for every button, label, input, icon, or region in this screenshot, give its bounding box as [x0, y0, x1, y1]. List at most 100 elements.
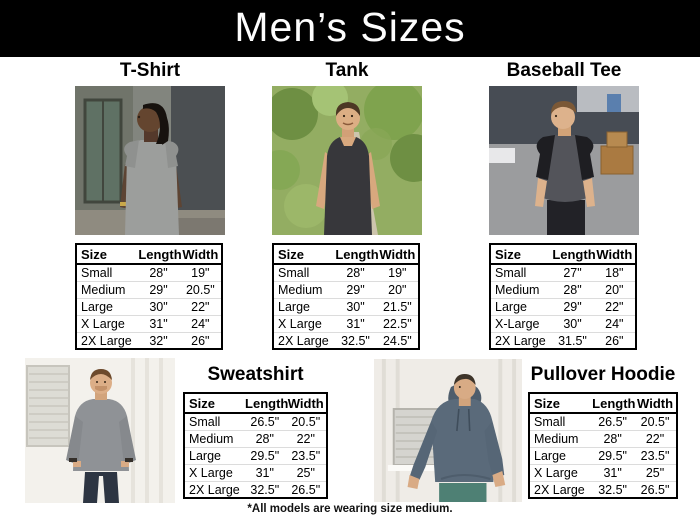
baseball-tee-section: Baseball Tee [489, 59, 639, 350]
size-cell: Medium [529, 429, 592, 447]
tank-size-table: Size Length Width Small 28" 19" Medium 29" 20… [272, 243, 420, 350]
sweatshirt-table-body: Small 26.5" 20.5" Medium 28" 22" Large 29.5" 23.… [184, 413, 327, 498]
size-cell: 29" [334, 280, 377, 298]
size-cell: X Large [529, 463, 592, 481]
size-cell: 24" [593, 314, 636, 332]
size-cell: 31" [137, 314, 180, 332]
size-cell: 2X Large [490, 331, 552, 349]
size-row: X Large 31" 25" [184, 463, 327, 481]
header-bar: Men’s Sizes [0, 0, 700, 57]
size-row: X Large 31" 22.5" [273, 314, 419, 332]
size-cell: 32.5" [334, 331, 377, 349]
col-size: Size [184, 393, 245, 414]
size-row: Large 29.5" 23.5" [184, 446, 327, 464]
size-cell: 26" [179, 331, 222, 349]
size-cell: Large [184, 446, 245, 464]
size-row: 2X Large 32.5" 24.5" [273, 331, 419, 349]
col-size: Size [529, 393, 592, 414]
size-cell: 31.5" [551, 331, 594, 349]
col-width: Width [285, 393, 327, 414]
size-cell: 24" [179, 314, 222, 332]
size-cell: 28" [591, 429, 635, 447]
size-cell: 22" [179, 297, 222, 315]
sweatshirt-section: Sweatshirt Size Length Width Small 26.5" 2… [183, 363, 328, 499]
col-width: Width [593, 244, 636, 265]
size-cell: 29.5" [244, 446, 286, 464]
size-cell: 31" [591, 463, 635, 481]
size-row: Small 27" 18" [490, 264, 636, 281]
tshirt-size-table: Size Length Width Small 28" 19" Medium 29" 20… [75, 243, 223, 350]
size-row: Medium 29" 20" [273, 280, 419, 298]
size-row: X-Large 30" 24" [490, 314, 636, 332]
size-cell: 19" [388, 266, 407, 281]
size-cell: 20" [376, 280, 419, 298]
tshirt-table-body: Small 28" 19" Medium 29" 20.5" Large 30" 22" X La… [76, 264, 222, 349]
size-cell: Large [76, 297, 138, 315]
baseball-tee-table-body: Small 27" 18" Medium 28" 20" Large 29" 22" X-Larg… [490, 264, 636, 349]
size-row: 2X Large 32" 26" [76, 331, 222, 349]
col-length: Length [137, 244, 182, 265]
size-cell: 2X Large [273, 331, 335, 349]
size-cell: Large [529, 446, 592, 464]
size-cell: 22.5" [376, 314, 419, 332]
baseball-tee-title: Baseball Tee [506, 60, 622, 81]
size-cell: Medium [184, 429, 245, 447]
size-cell: 2X Large [529, 480, 592, 498]
size-cell: 20.5" [179, 280, 222, 298]
tank-section: Tank [272, 59, 422, 350]
size-cell: 22" [634, 429, 677, 447]
tshirt-photo-illustration [75, 86, 225, 235]
size-cell: 26.5" [598, 415, 627, 430]
size-cell: X-Large [490, 314, 552, 332]
col-length: Length [551, 244, 596, 265]
hoodie-photo-illustration [374, 359, 522, 502]
size-cell: 2X Large [76, 331, 138, 349]
size-cell: 28" [346, 266, 365, 281]
size-cell: 21.5" [376, 297, 419, 315]
size-cell: 26" [593, 331, 636, 349]
baseball-tee-photo-illustration [489, 86, 639, 235]
hoodie-table-body: Small 26.5" 20.5" Medium 28" 22" Large 29.5" 23.… [529, 413, 677, 498]
tshirt-table-header: Size Length Width [76, 244, 222, 265]
size-cell: Large [273, 297, 335, 315]
size-cell: 27" [563, 266, 582, 281]
size-cell: 28" [244, 429, 286, 447]
size-cell: 22" [285, 429, 327, 447]
size-cell: 28" [149, 266, 168, 281]
col-size: Size [273, 244, 335, 265]
size-cell: Medium [76, 280, 138, 298]
size-cell: 20" [593, 280, 636, 298]
size-cell: 32.5" [244, 480, 286, 498]
size-cell: 30" [334, 297, 377, 315]
sweatshirt-title: Sweatshirt [207, 364, 304, 385]
tank-table-header: Size Length Width [273, 244, 419, 265]
size-cell: 20.5" [640, 415, 670, 430]
size-row: Small 26.5" 20.5" [184, 413, 327, 430]
size-cell: 23.5" [285, 446, 327, 464]
size-cell: Small [278, 266, 310, 281]
size-cell: 29" [551, 297, 594, 315]
size-row: Small 26.5" 20.5" [529, 413, 677, 430]
size-cell: 18" [605, 266, 624, 281]
hoodie-model-photo [374, 359, 522, 502]
size-cell: 31" [334, 314, 377, 332]
tank-model-photo [272, 86, 422, 235]
size-row: X Large 31" 24" [76, 314, 222, 332]
sweatshirt-size-table: Size Length Width Small 26.5" 20.5" Medium 2… [183, 392, 328, 499]
size-cell: 29" [137, 280, 180, 298]
page-title: Men’s Sizes [234, 3, 466, 50]
col-length: Length [244, 393, 288, 414]
col-length: Length [591, 393, 635, 414]
size-cell: 2X Large [184, 480, 245, 498]
tshirt-model-photo [75, 86, 225, 235]
size-row: Medium 28" 20" [490, 280, 636, 298]
hoodie-title: Pullover Hoodie [530, 364, 676, 385]
size-cell: 19" [191, 266, 210, 281]
size-cell: 29.5" [591, 446, 635, 464]
tank-table-body: Small 28" 19" Medium 29" 20" Large 30" 21.5" X La… [273, 264, 419, 349]
size-cell: 23.5" [634, 446, 677, 464]
col-width: Width [179, 244, 222, 265]
size-row: Large 29" 22" [490, 297, 636, 315]
size-row: Small 28" 19" [273, 264, 419, 281]
